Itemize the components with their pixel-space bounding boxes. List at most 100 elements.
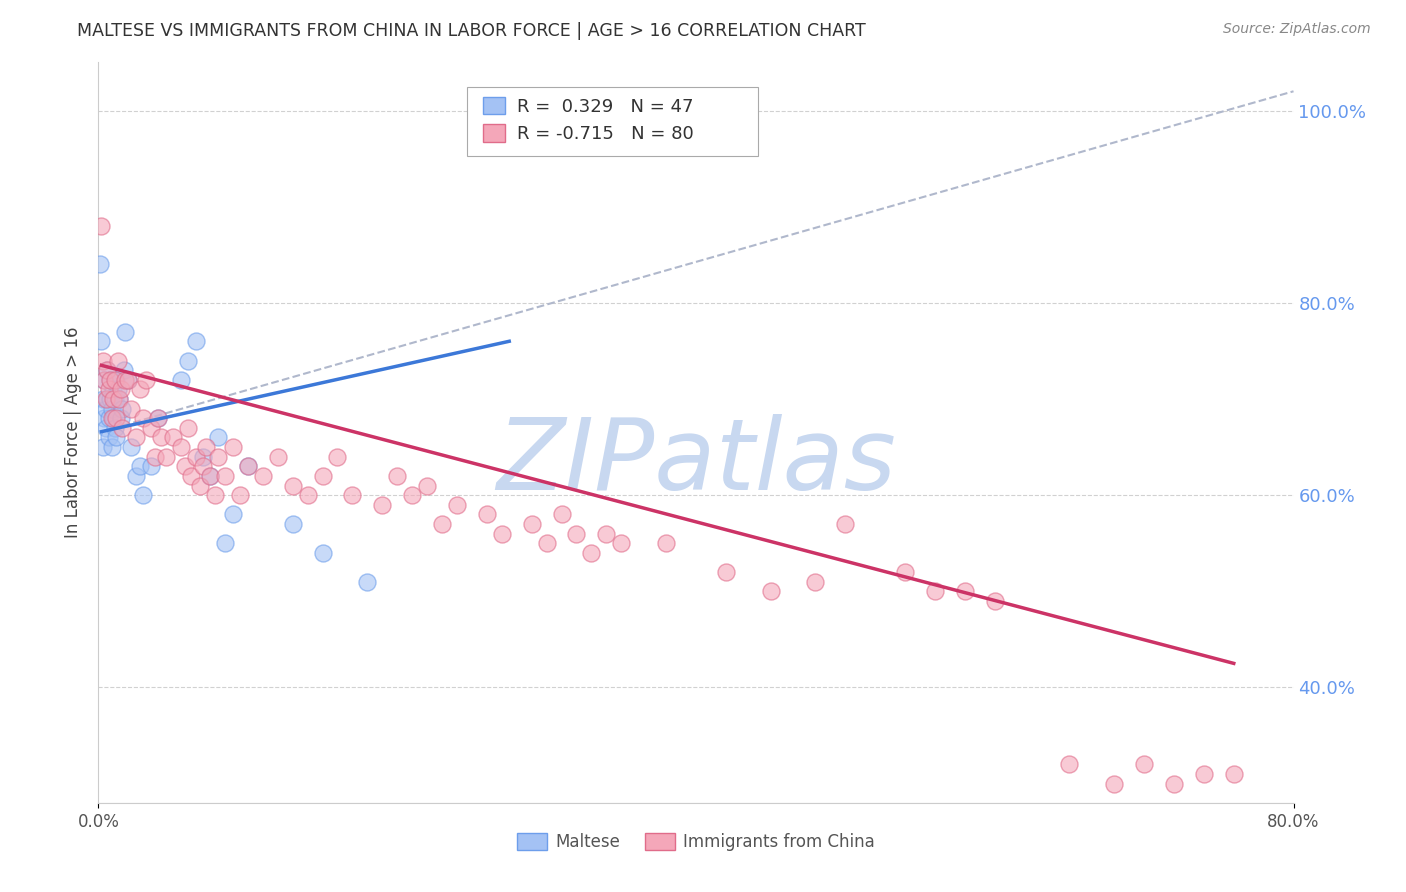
Point [281,516,304,531]
Point [132,411,155,425]
Point [103,411,125,425]
Point [416,478,439,492]
Point [125,469,148,483]
Point [207,450,229,464]
Point [655,536,678,550]
Point [311,469,333,483]
Point [214,536,236,550]
Point [162,430,184,444]
Point [101,401,124,416]
Point [114,373,136,387]
Point [114,325,136,339]
Text: Source: ZipAtlas.com: Source: ZipAtlas.com [1223,22,1371,37]
Point [834,516,856,531]
Point [101,411,124,425]
Point [581,546,603,560]
Point [108,392,131,406]
Point [188,478,211,492]
Point [536,536,558,550]
FancyBboxPatch shape [467,87,758,156]
Point [326,450,349,464]
Point [430,516,453,531]
Point [550,508,572,522]
Point [98,373,122,387]
Point [129,459,152,474]
Point [191,459,214,474]
Point [894,565,917,579]
Point [94,401,117,416]
Point [135,373,157,387]
Point [105,411,128,425]
Point [222,508,245,522]
Point [97,411,120,425]
Point [105,430,128,444]
Point [180,469,202,483]
Point [1192,767,1215,781]
Point [475,508,498,522]
Point [94,421,117,435]
Point [104,373,127,387]
Point [97,382,120,396]
Point [491,526,513,541]
Point [252,469,274,483]
Point [342,488,364,502]
Point [90,334,112,349]
Point [610,536,633,550]
Point [104,392,127,406]
Point [143,450,166,464]
Y-axis label: In Labor Force | Age > 16: In Labor Force | Age > 16 [65,326,83,539]
Point [108,392,131,406]
Point [311,546,333,560]
Point [103,382,125,396]
Point [148,411,170,425]
Point [204,488,226,502]
Point [953,584,976,599]
Text: R =  0.329   N = 47: R = 0.329 N = 47 [517,98,693,116]
Point [191,450,214,464]
Point [93,373,115,387]
Point [96,363,118,377]
Point [222,440,245,454]
Point [139,421,162,435]
Point [155,450,177,464]
Point [148,411,170,425]
Point [281,478,304,492]
Point [229,488,252,502]
Point [112,363,135,377]
Point [96,363,118,377]
Point [94,392,117,406]
Point [1059,757,1081,772]
Point [804,574,827,589]
Point [184,334,207,349]
Point [174,459,197,474]
Text: R = -0.715   N = 80: R = -0.715 N = 80 [517,125,693,144]
Point [105,373,128,387]
Point [120,440,142,454]
Bar [484,124,505,142]
Point [98,392,122,406]
Point [110,411,132,425]
Point [107,353,129,368]
Point [714,565,737,579]
Point [169,440,191,454]
Point [385,469,409,483]
Point [117,373,139,387]
Point [1133,757,1156,772]
Point [90,219,112,233]
Point [1223,767,1246,781]
Point [184,450,207,464]
Point [169,373,191,387]
Text: MALTESE VS IMMIGRANTS FROM CHINA IN LABOR FORCE | AGE > 16 CORRELATION CHART: MALTESE VS IMMIGRANTS FROM CHINA IN LABO… [77,22,866,40]
Point [1104,776,1126,790]
Point [89,257,111,271]
Point [520,516,543,531]
Point [107,382,129,396]
Point [759,584,782,599]
Point [101,440,124,454]
Point [371,498,394,512]
Point [177,353,200,368]
Point [98,373,122,387]
Point [595,526,617,541]
Point [200,469,222,483]
Bar [484,97,505,114]
